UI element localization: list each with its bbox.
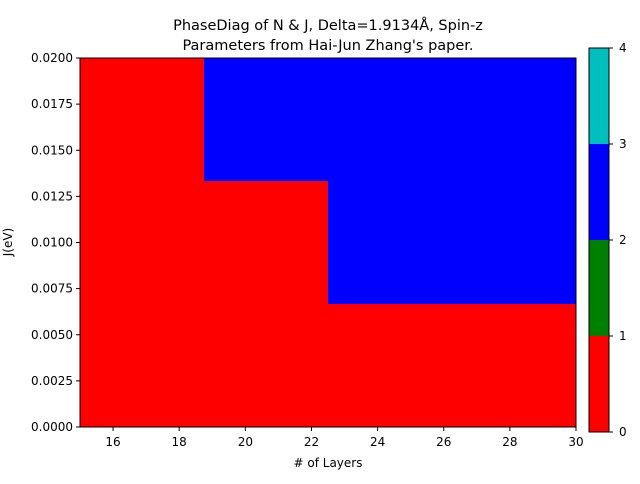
x-tick-label: 30 bbox=[568, 435, 583, 449]
x-tick-label: 22 bbox=[304, 435, 319, 449]
colorbar-ticks: 0 1 2 3 4 bbox=[609, 41, 627, 439]
colorbar-band-2 bbox=[589, 144, 609, 240]
colorbar-tick-label: 3 bbox=[619, 137, 627, 151]
colorbar-band-0 bbox=[589, 336, 609, 432]
plot-regions bbox=[80, 58, 576, 427]
x-tick-label: 28 bbox=[502, 435, 517, 449]
x-tick-label: 24 bbox=[370, 435, 385, 449]
y-tick-label: 0.0100 bbox=[31, 236, 73, 250]
y-axis: 0.0000 0.0025 0.0050 0.0075 0.0100 0.0125 0.01… bbox=[31, 51, 80, 434]
x-tick-label: 18 bbox=[172, 435, 187, 449]
colorbar-band-1 bbox=[589, 240, 609, 336]
y-tick-label: 0.0075 bbox=[31, 282, 73, 296]
y-tick-label: 0.0175 bbox=[31, 97, 73, 111]
colorbar bbox=[589, 48, 609, 432]
chart-title-line1: PhaseDiag of N & J, Delta=1.9134Å, Spin-… bbox=[173, 17, 483, 34]
y-tick-label: 0.0125 bbox=[31, 189, 73, 203]
colorbar-band-3 bbox=[589, 48, 609, 144]
chart-title-line2: Parameters from Hai-Jun Zhang's paper. bbox=[182, 38, 473, 54]
colorbar-tick-label: 4 bbox=[619, 41, 627, 55]
x-tick-label: 26 bbox=[436, 435, 451, 449]
colorbar-tick-label: 2 bbox=[619, 233, 627, 247]
x-tick-label: 20 bbox=[238, 435, 253, 449]
colorbar-tick-label: 1 bbox=[619, 329, 627, 343]
y-tick-label: 0.0050 bbox=[31, 328, 73, 342]
colorbar-tick-label: 0 bbox=[619, 425, 627, 439]
y-tick-label: 0.0025 bbox=[31, 374, 73, 388]
x-axis-label: # of Layers bbox=[294, 456, 363, 470]
x-tick-label: 16 bbox=[105, 435, 120, 449]
y-tick-label: 0.0150 bbox=[31, 143, 73, 157]
x-axis: 16 18 20 22 24 26 28 30 bbox=[105, 427, 584, 449]
y-tick-label: 0.0000 bbox=[31, 420, 73, 434]
y-axis-label: J(eV) bbox=[1, 228, 15, 258]
y-tick-label: 0.0200 bbox=[31, 51, 73, 65]
phase-region-2 bbox=[328, 58, 576, 304]
